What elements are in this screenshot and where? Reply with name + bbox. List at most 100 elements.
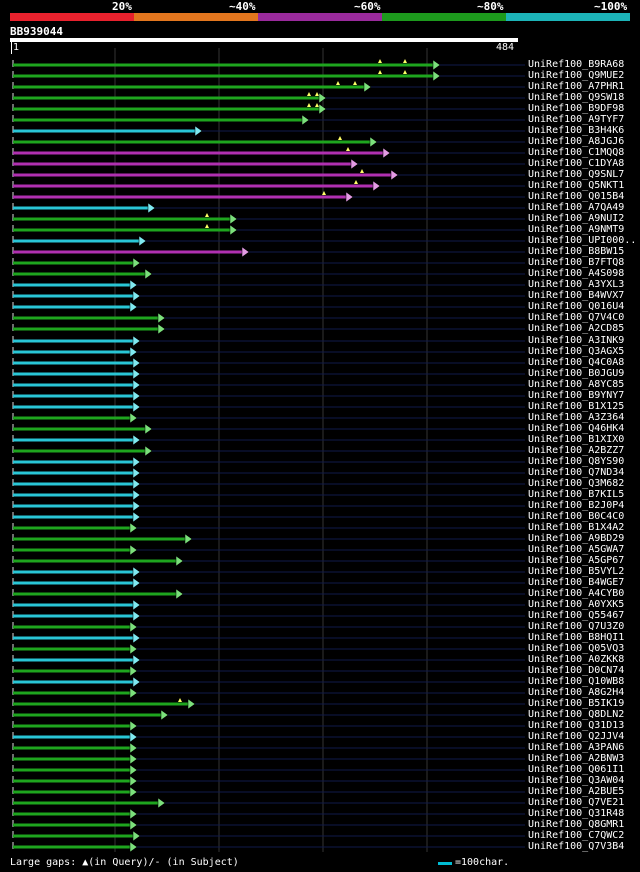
hit-label[interactable]: UniRef100_A9NMT9 (528, 224, 625, 235)
hit-label[interactable]: UniRef100_Q31R48 (528, 808, 625, 819)
hit-label[interactable]: UniRef100_A3PAN6 (528, 742, 625, 753)
hit-arrow (132, 610, 141, 622)
hit-label[interactable]: UniRef100_A3INK9 (528, 335, 625, 346)
hit-label[interactable]: UniRef100_Q46HK4 (528, 423, 625, 434)
hit-arrow (132, 257, 141, 269)
hit-label[interactable]: UniRef100_B4WVX7 (528, 290, 625, 301)
hit-label[interactable]: UniRef100_Q3AW04 (528, 775, 625, 786)
hit-label[interactable]: UniRef100_Q3M682 (528, 478, 625, 489)
hit-label[interactable]: UniRef100_A5GP67 (528, 555, 625, 566)
gap-mark (205, 213, 209, 217)
hit-arrow (129, 786, 138, 798)
hit-label[interactable]: UniRef100_A5GWA7 (528, 544, 625, 555)
hit-label[interactable]: UniRef100_B0JGU9 (528, 368, 625, 379)
hit-label[interactable]: UniRef100_Q7U3Z0 (528, 621, 625, 632)
hit-label[interactable]: UniRef100_Q8YS90 (528, 456, 625, 467)
hit-label[interactable]: UniRef100_A9TYF7 (528, 114, 625, 125)
hit-label[interactable]: UniRef100_B9DF98 (528, 103, 625, 114)
hit-label[interactable]: UniRef100_A3YXL3 (528, 279, 625, 290)
gap-mark (307, 103, 311, 107)
hit-label[interactable]: UniRef100_A9BD29 (528, 533, 625, 544)
hit-label[interactable]: UniRef100_Q4C0A8 (528, 357, 625, 368)
hit-label[interactable]: UniRef100_Q061I1 (528, 764, 625, 775)
gap-mark (353, 81, 357, 85)
hit-label[interactable]: UniRef100_B4WGE7 (528, 577, 625, 588)
hit-label[interactable]: UniRef100_Q7V4C0 (528, 312, 625, 323)
hit-arrow (132, 676, 141, 688)
hit-arrow (369, 136, 378, 148)
hit-label[interactable]: UniRef100_B3H4K6 (528, 125, 625, 136)
hit-label[interactable]: UniRef100_Q9SNL7 (528, 169, 625, 180)
hit-arrow (129, 621, 138, 633)
hit-label[interactable]: UniRef100_Q05VQ3 (528, 643, 625, 654)
ruler-start-label: 1 (13, 42, 20, 53)
hit-arrow (132, 335, 141, 347)
hit-label[interactable]: UniRef100_A9NUI2 (528, 213, 625, 224)
legend-segment-cyan (506, 13, 630, 21)
hit-label[interactable]: UniRef100_B5VYL2 (528, 566, 625, 577)
hit-label[interactable]: UniRef100_Q9MUE2 (528, 70, 625, 81)
hit-label[interactable]: UniRef100_C1MQQ8 (528, 147, 625, 158)
hit-label[interactable]: UniRef100_B1XIX0 (528, 434, 625, 445)
hit-label[interactable]: UniRef100_Q5NKT1 (528, 180, 625, 191)
hit-label[interactable]: UniRef100_B9RA68 (528, 59, 625, 70)
gap-mark (378, 59, 382, 63)
hit-label[interactable]: UniRef100_Q8DLN2 (528, 709, 625, 720)
hit-label[interactable]: UniRef100_Q7VE21 (528, 797, 625, 808)
hit-label[interactable]: UniRef100_Q7ND34 (528, 467, 625, 478)
hit-arrow (129, 522, 138, 534)
hit-label[interactable]: UniRef100_A7PHR1 (528, 81, 625, 92)
hit-label[interactable]: UniRef100_A7QA49 (528, 202, 625, 213)
hit-label[interactable]: UniRef100_Q10WB8 (528, 676, 625, 687)
hit-label[interactable]: UniRef100_A4CYB0 (528, 588, 625, 599)
hit-label[interactable]: UniRef100_B8BW15 (528, 246, 625, 257)
hit-label[interactable]: UniRef100_Q016U4 (528, 301, 625, 312)
hit-label[interactable]: UniRef100_Q8GMR1 (528, 819, 625, 830)
hit-label[interactable]: UniRef100_Q7V3B4 (528, 841, 625, 852)
scale-text: =100char. (455, 857, 510, 868)
hit-label[interactable]: UniRef100_UPI000.. (528, 235, 637, 246)
hit-label[interactable]: UniRef100_A4S098 (528, 268, 625, 279)
gap-mark (205, 224, 209, 228)
hit-label[interactable]: UniRef100_A8JGJ6 (528, 136, 625, 147)
hit-label[interactable]: UniRef100_Q9SW18 (528, 92, 625, 103)
hit-label[interactable]: UniRef100_B7FTQ8 (528, 257, 625, 268)
hit-label[interactable]: UniRef100_A2CD85 (528, 323, 625, 334)
hit-label[interactable]: UniRef100_B9YNY7 (528, 390, 625, 401)
legend-segment-orange (134, 13, 258, 21)
gap-mark (336, 81, 340, 85)
hit-label[interactable]: UniRef100_Q55467 (528, 610, 625, 621)
hit-label[interactable]: UniRef100_Q2JJV4 (528, 731, 625, 742)
hit-label[interactable]: UniRef100_Q31D13 (528, 720, 625, 731)
hit-label[interactable]: UniRef100_A8YC85 (528, 379, 625, 390)
query-ruler (10, 38, 518, 42)
hit-label[interactable]: UniRef100_A0YXK5 (528, 599, 625, 610)
hit-label[interactable]: UniRef100_C7QWC2 (528, 830, 625, 841)
scale-bar (438, 862, 452, 865)
hit-label[interactable]: UniRef100_B7KIL5 (528, 489, 625, 500)
legend-label-60: ~60% (354, 0, 381, 13)
hit-label[interactable]: UniRef100_B1X125 (528, 401, 625, 412)
hit-label[interactable]: UniRef100_A2BUE5 (528, 786, 625, 797)
hit-arrow (132, 368, 141, 380)
hit-label[interactable]: UniRef100_A2BZZ7 (528, 445, 625, 456)
hit-label[interactable]: UniRef100_A0ZKK8 (528, 654, 625, 665)
hit-label[interactable]: UniRef100_A2BNW3 (528, 753, 625, 764)
hit-label[interactable]: UniRef100_B2J0P4 (528, 500, 625, 511)
legend-label-80: ~80% (477, 0, 504, 13)
hit-arrow (132, 390, 141, 402)
hit-label[interactable]: UniRef100_B8HQI1 (528, 632, 625, 643)
hit-arrow (132, 434, 141, 446)
hit-arrow (372, 180, 381, 192)
hit-label[interactable]: UniRef100_A3Z364 (528, 412, 625, 423)
hit-label[interactable]: UniRef100_Q015B4 (528, 191, 625, 202)
hit-label[interactable]: UniRef100_B0C4C0 (528, 511, 625, 522)
hit-label[interactable]: UniRef100_B5IK19 (528, 698, 625, 709)
hit-arrow (129, 544, 138, 556)
hit-label[interactable]: UniRef100_Q3AGX5 (528, 346, 625, 357)
hit-label[interactable]: UniRef100_C1DYA8 (528, 158, 625, 169)
legend-segment-green (382, 13, 506, 21)
hit-label[interactable]: UniRef100_D0CN74 (528, 665, 625, 676)
hit-label[interactable]: UniRef100_A8G2H4 (528, 687, 625, 698)
hit-label[interactable]: UniRef100_B1X4A2 (528, 522, 625, 533)
